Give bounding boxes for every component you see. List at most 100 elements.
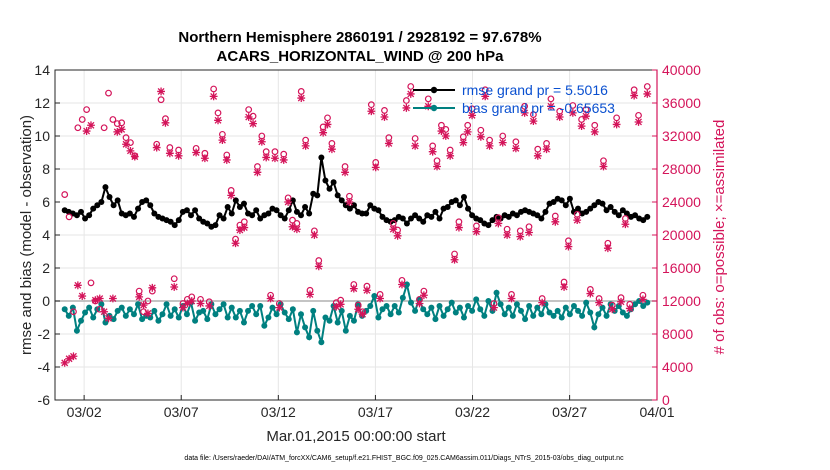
bias-point: [139, 316, 146, 323]
rmse-point: [232, 197, 239, 204]
series-rmse: [61, 154, 651, 230]
x-tick-label: 03/02: [67, 404, 102, 420]
rmse-point: [489, 217, 496, 224]
chart-title-line-1: Northern Hemisphere 2860191 / 2928192 = …: [178, 29, 541, 46]
rmse-point: [265, 210, 272, 217]
assimilated-obs-marker: [279, 156, 288, 164]
possible-obs-marker: [407, 83, 415, 90]
assimilated-obs-marker: [582, 112, 590, 121]
assimilated-obs-marker: [358, 310, 367, 319]
y-right-tick-label: 28000: [662, 161, 701, 177]
bias-point: [526, 302, 533, 309]
bias-point: [469, 307, 476, 314]
rmse-point: [570, 208, 577, 215]
bias-point: [485, 298, 492, 304]
rmse-point: [591, 202, 598, 209]
bias-point: [220, 301, 227, 308]
bias-point: [595, 311, 602, 318]
rmse-point: [505, 213, 512, 220]
y-axis-right: 0 4000 8000 12000 16000 20000 24000 28000 32000 3…: [652, 62, 701, 408]
assimilated-obs-marker: [437, 127, 446, 135]
assimilated-obs-marker: [345, 198, 354, 206]
bias-point: [640, 302, 647, 309]
y-left-tick-label: 14: [34, 62, 50, 78]
assimilated-obs-marker: [65, 354, 73, 363]
bias-point: [522, 316, 529, 323]
assimilated-obs-marker: [349, 284, 358, 293]
bias-point: [200, 307, 207, 314]
bias-point: [232, 314, 239, 321]
bias-point: [253, 311, 260, 318]
bias-point: [192, 317, 199, 324]
assimilated-obs-marker: [476, 132, 485, 141]
possible-obs-marker: [70, 308, 77, 316]
assimilated-obs-marker: [87, 121, 95, 130]
rmse-point: [399, 215, 406, 222]
assimilated-obs-marker: [100, 307, 109, 316]
assimilated-obs-marker: [227, 191, 236, 200]
assimilated-obs-marker: [179, 303, 187, 312]
bias-point: [159, 311, 166, 318]
assimilated-obs-marker: [165, 149, 174, 158]
bias-point: [623, 312, 630, 319]
assimilated-obs-marker: [183, 299, 192, 308]
assimilated-obs-marker: [60, 358, 69, 367]
assimilated-obs-marker: [240, 223, 249, 232]
assimilated-obs-marker: [542, 145, 551, 154]
rmse-point: [640, 217, 647, 224]
possible-obs-marker: [214, 109, 222, 117]
assimilated-obs-marker: [257, 137, 266, 146]
bias-point: [73, 327, 80, 334]
rmse-point: [240, 200, 247, 207]
bias-point: [269, 304, 276, 311]
assimilated-obs-marker: [222, 156, 231, 164]
bias-point: [151, 307, 158, 314]
assimilated-obs-marker: [376, 294, 384, 303]
rmse-point: [326, 185, 333, 192]
rmse-point: [196, 215, 203, 222]
rmse-point: [98, 199, 105, 205]
bias-point: [212, 311, 219, 318]
bias-point: [558, 314, 565, 321]
rmse-point: [334, 192, 341, 199]
series-bias: [61, 280, 651, 346]
bias-point: [424, 311, 431, 318]
rmse-point: [452, 197, 459, 204]
rmse-point: [432, 208, 439, 215]
assimilated-obs-marker: [218, 136, 227, 145]
bias-point: [412, 307, 419, 314]
rmse-point: [298, 212, 305, 219]
assimilated-obs-marker: [78, 292, 87, 300]
legend-bias-marker: [430, 104, 438, 112]
rmse-point: [183, 207, 190, 214]
bias-point: [163, 301, 170, 308]
rmse-point: [575, 205, 582, 212]
assimilated-obs-marker: [108, 294, 117, 303]
bias-point: [432, 316, 439, 323]
assimilated-obs-marker: [271, 154, 279, 163]
rmse-point: [615, 212, 622, 219]
bias-point: [342, 327, 349, 334]
bias-point: [318, 339, 325, 346]
bias-point: [371, 293, 378, 300]
rmse-point: [363, 210, 370, 217]
assimilated-obs-marker: [441, 132, 450, 140]
possible-obs-marker: [65, 213, 73, 221]
rmse-point: [318, 154, 325, 161]
rmse-point: [513, 212, 520, 219]
bias-point: [102, 319, 109, 326]
bias-point: [444, 306, 451, 313]
rmse-point: [416, 215, 423, 222]
y-right-tick-label: 32000: [662, 128, 701, 144]
y-right-tick-label: 36000: [662, 95, 701, 111]
possible-obs-marker: [144, 297, 152, 305]
assimilated-obs-marker: [249, 119, 257, 128]
assimilated-obs-marker: [494, 219, 503, 228]
bias-point: [338, 307, 345, 314]
bias-point: [399, 294, 406, 301]
bias-point: [334, 319, 341, 326]
bias-point: [130, 311, 137, 318]
assimilated-obs-marker: [551, 217, 560, 226]
assimilated-obs-marker: [450, 255, 459, 264]
bias-point: [387, 311, 394, 318]
